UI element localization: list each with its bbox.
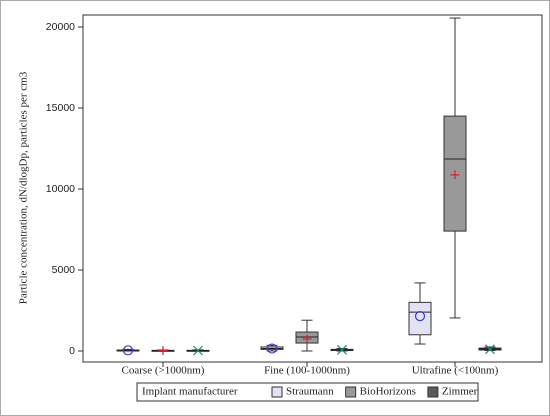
mean-marker xyxy=(193,345,203,356)
box xyxy=(408,301,432,336)
mean-marker xyxy=(122,345,134,356)
mean-marker xyxy=(450,170,460,180)
mean-marker-part xyxy=(193,345,203,356)
legend-swatch xyxy=(271,386,283,398)
mean-marker-part xyxy=(414,311,426,322)
legend-label: BioHorizons xyxy=(360,386,416,398)
legend-label: Zimmer xyxy=(442,386,478,398)
y-tick-label: 10000 xyxy=(46,183,75,195)
mean-marker xyxy=(485,344,495,355)
y-tick-label: 5000 xyxy=(52,264,76,276)
y-tick-label: 20000 xyxy=(46,21,75,33)
mean-marker xyxy=(337,344,347,355)
x-tick-label: Coarse (>1000nm) xyxy=(122,365,205,377)
mean-marker-part xyxy=(337,344,347,355)
legend-box xyxy=(136,382,479,402)
mean-marker-part xyxy=(266,343,278,354)
legend-title: Implant manufacturer xyxy=(142,386,238,398)
y-tick-label: 15000 xyxy=(46,102,75,114)
y-axis-label: Particle concentration, dN/dlogDp, parti… xyxy=(18,71,30,304)
mean-marker xyxy=(158,346,168,356)
mean-marker xyxy=(302,334,312,344)
legend-label: Straumann xyxy=(286,386,334,398)
legend-swatch xyxy=(345,386,357,398)
mean-marker xyxy=(414,311,426,322)
x-tick-label: Ultrafine (<100nm) xyxy=(412,365,499,377)
mean-marker-part xyxy=(122,345,134,356)
y-tick-label: 0 xyxy=(69,345,75,357)
mean-marker xyxy=(266,343,278,354)
legend-swatch xyxy=(427,386,439,398)
x-tick-label: Fine (100-1000nm) xyxy=(264,365,350,377)
mean-marker-part xyxy=(485,344,495,355)
